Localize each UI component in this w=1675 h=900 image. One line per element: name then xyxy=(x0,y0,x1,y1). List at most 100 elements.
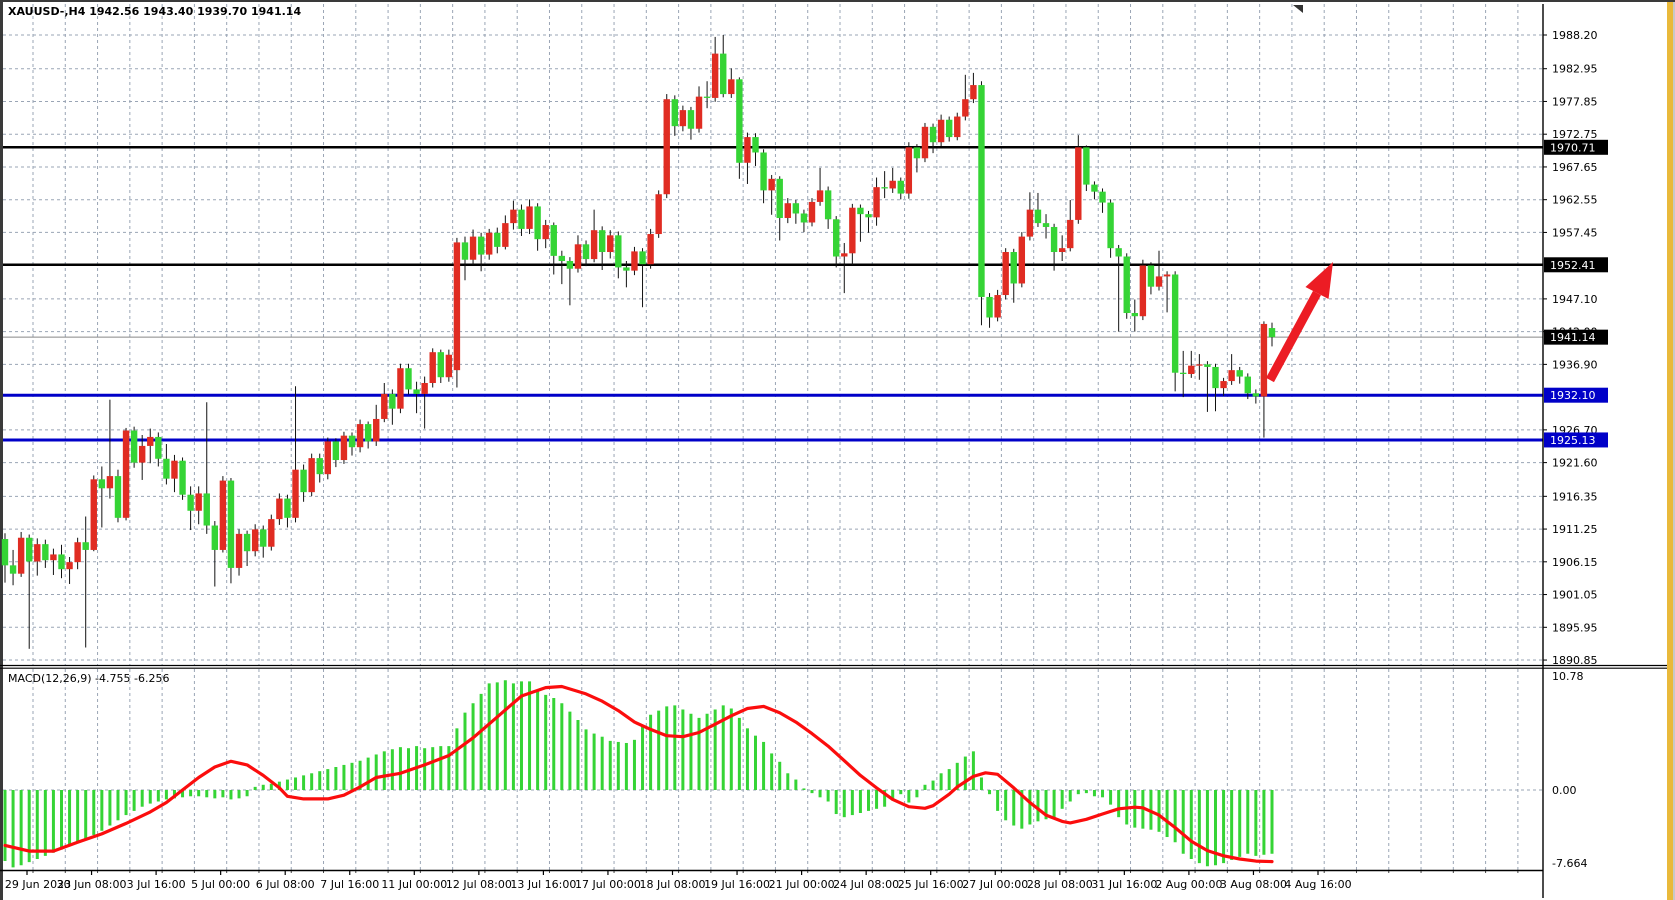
trend-arrow-shaft[interactable] xyxy=(1266,290,1321,383)
time-axis-label: 12 Jul 08:00 xyxy=(446,878,512,891)
time-axis-label: 29 Jun 2023 xyxy=(5,878,71,891)
candle-body xyxy=(526,206,533,229)
candle-body xyxy=(865,214,872,218)
candle-body xyxy=(34,544,41,562)
candle-body xyxy=(744,137,751,163)
time-axis-label: 2 Aug 00:00 xyxy=(1155,878,1222,891)
price-axis-label: 1947.10 xyxy=(1552,293,1598,306)
candle-body xyxy=(437,352,444,378)
candle-body xyxy=(1131,313,1138,317)
candle-body xyxy=(639,251,646,265)
price-axis-label: 1921.60 xyxy=(1552,457,1598,470)
candle-body xyxy=(421,382,428,394)
candle-body xyxy=(122,430,130,518)
candle-body xyxy=(1083,147,1090,185)
chart-shift-marker-icon[interactable] xyxy=(1293,5,1303,13)
trend-arrow-head[interactable] xyxy=(1305,262,1333,299)
candle-body xyxy=(98,479,106,489)
price-badge xyxy=(1544,257,1608,273)
candle-body xyxy=(582,244,590,260)
candle-body xyxy=(195,493,202,511)
candle-body xyxy=(82,542,89,550)
chart-title: XAUUSD-,H4 1942.56 1943.40 1939.70 1941.… xyxy=(8,5,302,18)
candle-body xyxy=(962,99,969,117)
candle-body xyxy=(138,445,146,463)
price-axis-label: 1911.25 xyxy=(1552,523,1598,536)
candle-body xyxy=(1026,209,1034,237)
candle-body xyxy=(598,230,606,253)
time-axis-label: 27 Jul 00:00 xyxy=(962,878,1028,891)
candle-body xyxy=(631,251,638,271)
candle-body xyxy=(510,209,517,224)
candle-body xyxy=(550,225,557,256)
candle-body xyxy=(849,207,856,254)
price-badge xyxy=(1544,387,1608,403)
candle-body xyxy=(679,110,687,127)
candle-body xyxy=(179,460,186,495)
candle-body xyxy=(1067,219,1074,249)
candle-body xyxy=(397,368,404,409)
candle-body xyxy=(316,458,323,475)
candle-body xyxy=(114,476,122,518)
candle-body xyxy=(720,53,727,95)
price-axis-label: 1901.05 xyxy=(1552,589,1598,602)
candle-body xyxy=(695,96,703,129)
candle-body xyxy=(833,219,840,257)
macd-signal-line xyxy=(3,684,1274,864)
candle-body xyxy=(1244,376,1251,394)
price-axis-label: 1967.65 xyxy=(1552,161,1598,174)
time-axis-label: 21 Jul 00:00 xyxy=(769,878,835,891)
candle-body xyxy=(824,190,832,220)
candle-body xyxy=(106,476,114,489)
candle-body xyxy=(243,533,251,552)
candle-body xyxy=(26,537,33,562)
candle-body xyxy=(736,79,743,163)
candle-body xyxy=(671,99,679,127)
time-axis-label: 3 Aug 08:00 xyxy=(1220,878,1287,891)
candle-body xyxy=(929,126,937,143)
candle-body xyxy=(1171,274,1179,373)
candle-body xyxy=(534,206,541,240)
candle-body xyxy=(356,424,364,448)
price-axis-label: 1916.35 xyxy=(1552,490,1598,503)
price-axis-label: 1972.75 xyxy=(1552,128,1598,141)
candle-body xyxy=(227,480,235,568)
candle-body xyxy=(1002,252,1009,296)
candle-body xyxy=(776,178,783,218)
candle-body xyxy=(1163,274,1171,277)
candle-body xyxy=(590,230,598,260)
candle-body xyxy=(373,418,380,442)
price-axis-label: 1962.55 xyxy=(1552,194,1598,207)
time-axis-label: 19 Jul 16:00 xyxy=(704,878,770,891)
candle-body xyxy=(292,469,299,518)
candle-body xyxy=(42,544,49,561)
candle-body xyxy=(1115,248,1122,257)
candle-body xyxy=(566,261,574,269)
candle-body xyxy=(518,209,525,229)
time-axis-label: 7 Jul 16:00 xyxy=(320,878,379,891)
candle-body xyxy=(760,152,767,191)
candle-body xyxy=(1204,364,1211,367)
candle-body xyxy=(655,194,662,235)
candle-body xyxy=(461,242,469,260)
candle-body xyxy=(1252,393,1260,397)
candle-body xyxy=(994,295,1001,318)
candle-body xyxy=(155,436,162,459)
candle-body xyxy=(954,116,961,138)
candle-body xyxy=(413,389,420,394)
macd-scale-label: 0.00 xyxy=(1552,784,1577,797)
time-axis-label: 18 Jul 08:00 xyxy=(640,878,706,891)
time-axis-label: 5 Jul 00:00 xyxy=(191,878,250,891)
candle-body xyxy=(1042,223,1050,227)
price-axis-label: 1895.95 xyxy=(1552,621,1598,634)
candle-body xyxy=(9,565,17,574)
candle-body xyxy=(308,458,315,493)
candle-body xyxy=(90,479,97,550)
candle-body xyxy=(235,533,243,568)
time-axis-label: 28 Jul 08:00 xyxy=(1027,878,1093,891)
candle-body xyxy=(784,203,791,218)
candle-body xyxy=(1147,265,1155,287)
candle-body xyxy=(486,232,493,255)
